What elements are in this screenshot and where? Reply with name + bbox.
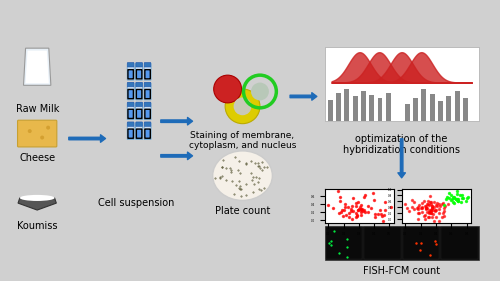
Text: Cell suspension: Cell suspension [98,198,175,208]
FancyBboxPatch shape [128,109,134,119]
FancyBboxPatch shape [128,129,134,138]
FancyBboxPatch shape [145,89,150,99]
FancyBboxPatch shape [128,63,134,67]
FancyBboxPatch shape [127,63,134,80]
FancyBboxPatch shape [136,103,142,120]
FancyBboxPatch shape [127,123,134,139]
FancyBboxPatch shape [364,227,401,259]
FancyBboxPatch shape [145,109,150,119]
FancyBboxPatch shape [127,103,134,120]
FancyBboxPatch shape [128,70,134,79]
Text: Cheese: Cheese [19,153,56,163]
FancyBboxPatch shape [136,70,142,79]
Polygon shape [24,48,51,85]
FancyBboxPatch shape [136,122,142,126]
FancyBboxPatch shape [127,83,134,100]
FancyBboxPatch shape [326,227,362,259]
FancyBboxPatch shape [136,102,142,106]
Text: Staining of membrane,
cytoplasm, and nucleus: Staining of membrane, cytoplasm, and nuc… [189,131,296,151]
Circle shape [40,135,44,139]
FancyBboxPatch shape [144,82,151,87]
Polygon shape [26,51,49,83]
FancyBboxPatch shape [144,63,151,80]
Polygon shape [18,198,57,210]
FancyBboxPatch shape [144,123,151,139]
FancyBboxPatch shape [144,102,151,106]
FancyBboxPatch shape [144,122,151,126]
FancyBboxPatch shape [136,63,142,67]
FancyBboxPatch shape [128,122,134,126]
Text: FISH-FCM count: FISH-FCM count [363,266,440,276]
FancyBboxPatch shape [136,83,142,100]
Circle shape [251,83,269,100]
Ellipse shape [212,151,272,200]
FancyBboxPatch shape [402,227,439,259]
FancyBboxPatch shape [145,129,150,138]
FancyBboxPatch shape [324,226,478,260]
FancyBboxPatch shape [144,63,151,67]
Circle shape [46,126,50,130]
FancyBboxPatch shape [136,109,142,119]
FancyBboxPatch shape [441,227,478,259]
FancyBboxPatch shape [136,129,142,138]
FancyBboxPatch shape [136,82,142,87]
FancyBboxPatch shape [144,83,151,100]
Text: Plate count: Plate count [215,206,270,216]
FancyBboxPatch shape [136,89,142,99]
Ellipse shape [20,195,54,201]
Text: Raw Milk: Raw Milk [16,104,59,114]
Circle shape [214,75,242,103]
FancyBboxPatch shape [128,89,134,99]
Text: optimization of the
hybridization conditions: optimization of the hybridization condit… [343,133,460,155]
Circle shape [28,129,32,133]
Circle shape [234,98,252,115]
FancyBboxPatch shape [136,63,142,80]
FancyBboxPatch shape [128,82,134,87]
FancyBboxPatch shape [324,47,478,121]
FancyBboxPatch shape [136,123,142,139]
FancyBboxPatch shape [128,102,134,106]
FancyBboxPatch shape [145,70,150,79]
FancyBboxPatch shape [18,120,57,147]
Text: Koumiss: Koumiss [17,221,58,231]
FancyBboxPatch shape [144,103,151,120]
Circle shape [225,89,260,124]
